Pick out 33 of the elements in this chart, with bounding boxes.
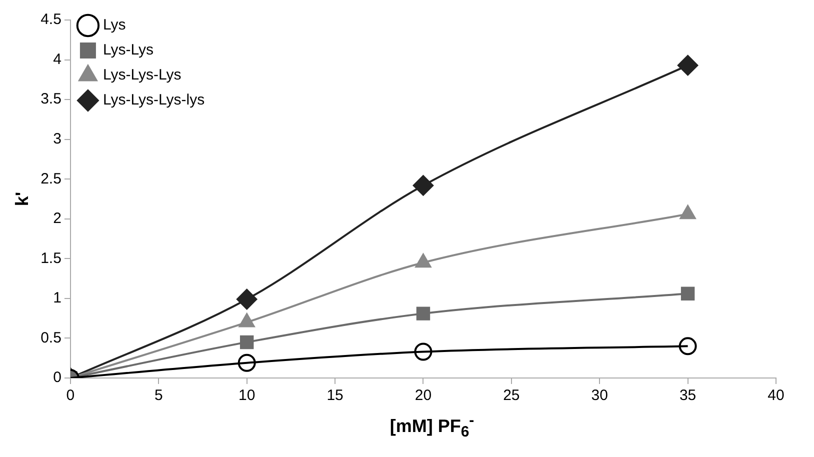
y-tick-label: 0.5 <box>40 329 62 346</box>
x-tick-label: 0 <box>66 387 75 404</box>
legend-label: Lys <box>102 16 126 34</box>
y-axis-title: k' <box>12 192 32 206</box>
point <box>680 286 695 301</box>
x-tick-label: 15 <box>326 387 344 404</box>
point <box>678 337 697 356</box>
x-tick-label: 25 <box>503 387 520 404</box>
point <box>414 342 432 361</box>
point <box>240 335 254 350</box>
legend-label: Lys-Lys <box>102 42 154 59</box>
point <box>416 306 430 320</box>
point <box>238 354 256 372</box>
x-tick-label: 10 <box>238 387 256 404</box>
legend-label: Lys-Lys-Lys <box>102 66 182 84</box>
point <box>677 54 698 76</box>
y-tick-label: 2.5 <box>40 170 62 188</box>
y-tick-label: 1.5 <box>40 250 62 267</box>
y-tick-label: 1 <box>53 290 62 307</box>
y-tick-label: 0 <box>53 369 62 386</box>
x-tick-label: 40 <box>768 387 784 404</box>
x-tick-label: 35 <box>679 387 696 404</box>
x-tick-label: 30 <box>591 387 608 404</box>
point <box>236 288 258 310</box>
y-tick-label: 4.5 <box>40 11 62 28</box>
x-tick-label: 20 <box>414 387 432 404</box>
legend-label: Lys-Lys-Lys-lys <box>102 92 205 109</box>
point <box>412 174 434 196</box>
y-tick-label: 2 <box>53 210 62 228</box>
y-tick-label: 4 <box>53 50 62 68</box>
y-tick-label: 3.5 <box>40 90 62 108</box>
y-tick-label: 3 <box>53 130 62 148</box>
x-tick-label: 5 <box>154 387 163 404</box>
